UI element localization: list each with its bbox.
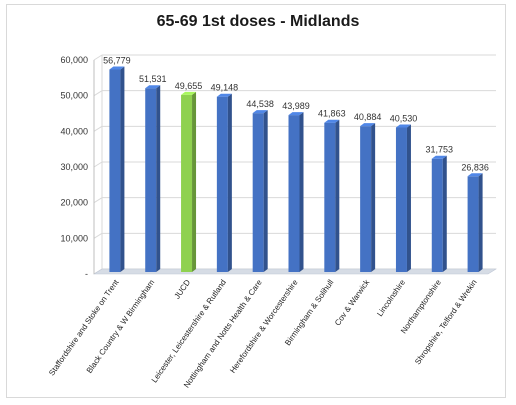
bar — [288, 112, 304, 273]
bar-top — [467, 173, 483, 177]
bar — [431, 155, 447, 272]
data-label: 43,989 — [282, 101, 310, 111]
bar-top — [288, 112, 304, 116]
bar-front — [324, 122, 336, 273]
bar-side — [406, 124, 411, 273]
bar-top — [145, 85, 161, 89]
bar-front — [431, 158, 443, 272]
y-tick-label: 50,000 — [60, 91, 88, 101]
bar-side — [371, 123, 376, 273]
bar — [360, 123, 376, 273]
bar — [395, 124, 411, 273]
bar-front — [360, 126, 372, 273]
bar-top — [395, 124, 411, 128]
data-label: 31,753 — [426, 145, 454, 155]
gridline-side — [93, 197, 103, 204]
bar-top — [216, 93, 232, 97]
bar-front — [252, 113, 264, 272]
bar-top — [252, 110, 268, 114]
bar-front — [109, 69, 121, 272]
bar-side — [227, 93, 232, 272]
x-tick-label: Shropshire, Telford & Wrekin — [413, 278, 479, 366]
bar-front — [288, 115, 300, 273]
x-tick-label: JUCD — [173, 278, 193, 301]
bar-side — [263, 110, 268, 272]
x-tick-label: Herefordshire & Worcestershire — [228, 278, 300, 375]
data-label: 49,148 — [211, 83, 239, 93]
bar-side — [335, 119, 340, 273]
data-label: 44,538 — [246, 99, 274, 109]
y-tick-label: 10,000 — [60, 233, 88, 243]
gridline-side — [93, 232, 103, 239]
y-tick-label: 30,000 — [60, 162, 88, 172]
bar-front — [145, 88, 157, 272]
bar-top — [109, 66, 125, 70]
y-tick-label: 40,000 — [60, 126, 88, 136]
data-label: 49,655 — [175, 81, 203, 91]
bar-side — [299, 112, 304, 273]
chart-title: 65-69 1st doses - Midlands — [156, 13, 360, 30]
gridline-side — [93, 125, 103, 132]
data-label: 40,530 — [390, 113, 418, 123]
x-tick-label: Cov & Warwick — [333, 277, 372, 327]
bar-side — [192, 91, 197, 273]
bar — [145, 85, 161, 272]
bar — [216, 93, 232, 272]
data-label: 56,779 — [103, 55, 131, 65]
bar-top — [360, 123, 376, 127]
x-tick-label: Lincolnshire — [375, 278, 407, 319]
y-tick-label: - — [85, 269, 88, 279]
gridline-side — [93, 161, 103, 168]
bar-top — [431, 155, 447, 159]
gridline-side — [93, 54, 103, 61]
x-tick-label: Leicester, Leicestershire & Rutland — [150, 278, 228, 384]
bar — [252, 110, 268, 272]
bar-side — [156, 85, 161, 272]
bar-front — [395, 127, 407, 273]
gridline-side — [93, 90, 103, 97]
bar-front — [467, 176, 479, 272]
bar-front — [216, 96, 228, 272]
bar-side — [442, 155, 447, 272]
data-label: 40,884 — [354, 112, 382, 122]
data-label: 41,863 — [318, 109, 346, 119]
x-tick-label: Nottingham and Notts Health & Care — [182, 278, 264, 390]
bar-front — [181, 94, 193, 273]
bar — [324, 119, 340, 273]
x-tick-label: Black Country & W Birmingham — [85, 278, 157, 375]
y-tick-label: 60,000 — [60, 55, 88, 65]
bar — [181, 91, 197, 273]
data-label: 26,836 — [461, 162, 489, 172]
x-tick-label: Staffordshire and Stoke on Trent — [47, 277, 121, 377]
bar — [109, 66, 125, 272]
y-tick-label: 20,000 — [60, 198, 88, 208]
bar-side — [478, 173, 483, 272]
bar-side — [120, 66, 125, 272]
data-label: 51,531 — [139, 74, 167, 84]
bar-top — [324, 119, 340, 123]
bar — [467, 173, 483, 272]
bar-top — [181, 91, 197, 95]
